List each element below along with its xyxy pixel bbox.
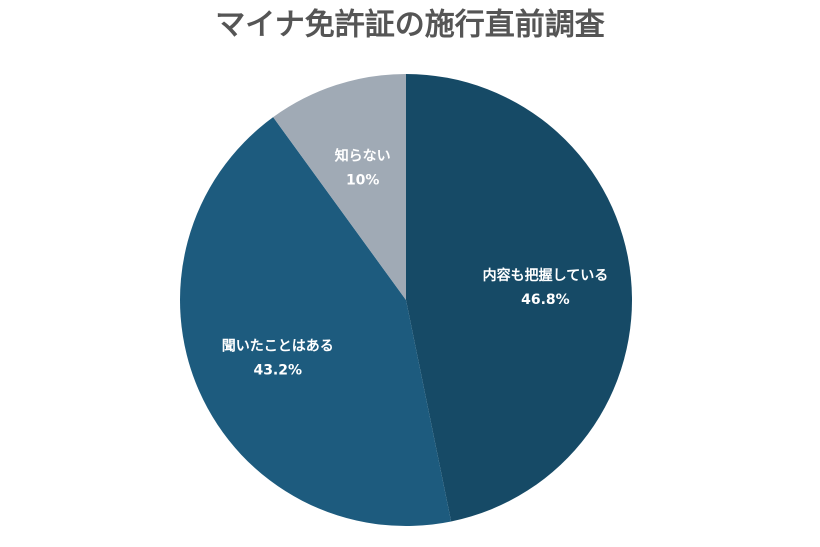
- slice-label: 知らない: [335, 148, 391, 165]
- slice-value-label: 10%: [346, 173, 380, 189]
- slice-value-label: 46.8%: [521, 292, 570, 308]
- slice-label: 聞いたことはある: [222, 338, 334, 354]
- slice-label: 内容も把握している: [483, 267, 609, 284]
- pie-slice: [406, 74, 633, 522]
- slice-value-label: 43.2%: [253, 362, 302, 378]
- chart-title: マイナ免許証の施行直前調査: [215, 8, 604, 43]
- pie: [179, 74, 633, 527]
- pie-slice: [273, 74, 406, 300]
- labels: 内容も把握している 46.8% 聞いたことはある 43.2% 知らない 10%: [222, 148, 608, 379]
- pie-slice: [179, 117, 452, 527]
